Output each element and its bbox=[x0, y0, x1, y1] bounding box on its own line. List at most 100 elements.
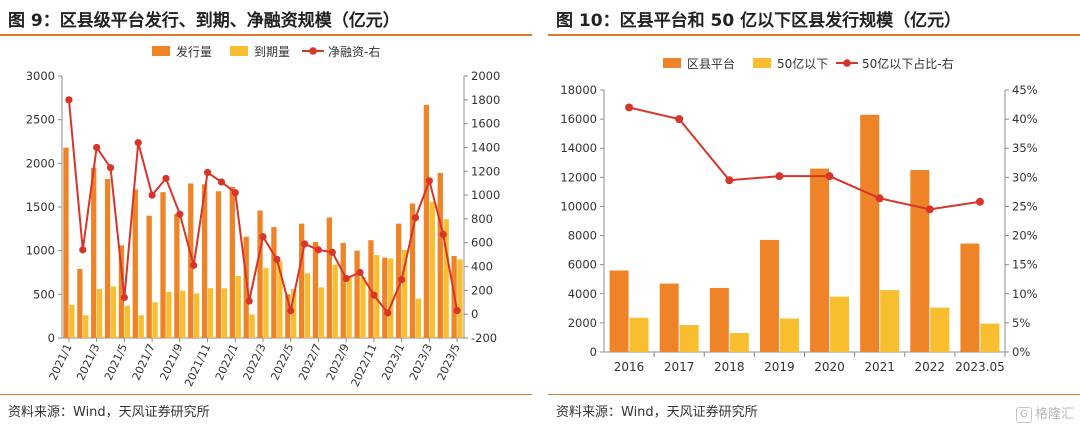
chart-svg: 0 500 1000 1500 2000 2500 3000 -200 0 200 400 600 80… bbox=[26, 44, 501, 389]
left-tick-label: 2500 bbox=[26, 113, 55, 127]
legend-swatch bbox=[152, 46, 170, 56]
right-tick-label: 200 bbox=[471, 283, 493, 297]
right-tick-label: 15% bbox=[1012, 258, 1038, 272]
right-tick-label: 5% bbox=[1012, 316, 1030, 330]
x-tick-label: 2022/3 bbox=[241, 342, 269, 383]
source-divider bbox=[548, 394, 1080, 395]
line-point bbox=[775, 172, 784, 181]
bar-issuance bbox=[298, 223, 305, 338]
legend-label: 区县平台 bbox=[687, 56, 735, 71]
x-tick-label: 2022/9 bbox=[324, 342, 352, 383]
right-tick-label: 0% bbox=[1012, 345, 1030, 359]
line-point bbox=[439, 230, 447, 238]
x-tick-label: 2021/11 bbox=[182, 342, 213, 389]
line-series bbox=[628, 106, 981, 211]
legend-label: 到期量 bbox=[254, 45, 290, 59]
line-point bbox=[190, 261, 198, 269]
line-point bbox=[134, 139, 142, 147]
bar-issuance bbox=[118, 245, 125, 338]
bar-secondary bbox=[318, 287, 325, 338]
bar-secondary bbox=[138, 315, 144, 338]
line-point bbox=[93, 143, 101, 152]
line-point bbox=[106, 164, 115, 172]
bar-issuance bbox=[437, 172, 443, 338]
left-tick-label: 10000 bbox=[560, 199, 597, 213]
bar-issuance bbox=[285, 294, 291, 338]
x-tick-label: 2021/3 bbox=[74, 342, 102, 383]
x-tick-label: 2017 bbox=[664, 360, 695, 374]
line-point bbox=[162, 174, 170, 183]
x-tick-label: 2021/1 bbox=[47, 342, 75, 383]
bar-secondary bbox=[629, 317, 649, 352]
line-point bbox=[875, 194, 884, 203]
bar-issuance bbox=[810, 168, 830, 352]
x-tick-label: 2022/7 bbox=[296, 342, 324, 383]
chart-panel-left: 图 9：区县级平台发行、到期、净融资规模（亿元） 0 500 1000 1500 200… bbox=[0, 0, 532, 429]
right-tick-label: 35% bbox=[1012, 141, 1038, 155]
x-tick-label: 2023/5 bbox=[435, 342, 463, 383]
right-tick-label: 0 bbox=[471, 307, 478, 321]
line-point bbox=[675, 115, 684, 124]
bar-issuance bbox=[609, 270, 629, 352]
legend-swatch bbox=[663, 58, 681, 68]
legend-label: 净融资-右 bbox=[328, 44, 380, 59]
bar-issuance bbox=[709, 287, 729, 352]
bar-issuance bbox=[257, 210, 263, 338]
bar-secondary bbox=[332, 264, 338, 338]
bar-issuance bbox=[243, 236, 249, 338]
left-tick-label: 1000 bbox=[26, 244, 55, 258]
chart-svg: 0 2000 4000 6000 8000 10000 12000 14000 16000 180… bbox=[560, 56, 1038, 374]
left-tick-label: 14000 bbox=[560, 141, 597, 155]
line-point bbox=[120, 293, 128, 302]
right-tick-label: 45% bbox=[1012, 83, 1038, 97]
bar-secondary bbox=[277, 261, 283, 338]
line-point bbox=[259, 233, 267, 241]
chart-panel-right: 图 10：区县平台和 50 亿以下区县发行规模（亿元） 0 2000 4000 600… bbox=[548, 0, 1080, 429]
watermark-logo-icon: G bbox=[1015, 406, 1032, 423]
right-tick-label: 10% bbox=[1012, 287, 1038, 301]
x-tick-label: 2023/3 bbox=[407, 342, 435, 383]
bar-issuance bbox=[77, 269, 83, 338]
left-tick-label: 1500 bbox=[26, 200, 55, 214]
bar-issuance bbox=[188, 183, 194, 338]
left-tick-label: 4000 bbox=[568, 287, 597, 301]
left-tick-label: 0 bbox=[590, 345, 597, 359]
bar-issuance bbox=[312, 241, 319, 338]
line-point bbox=[217, 178, 226, 186]
left-tick-label: 2000 bbox=[26, 156, 55, 170]
bar-issuance bbox=[326, 217, 333, 338]
title-divider bbox=[0, 34, 532, 36]
x-tick-label: 2021/5 bbox=[102, 342, 130, 383]
source-divider bbox=[0, 394, 532, 395]
bar-issuance bbox=[960, 243, 980, 352]
left-tick-label: 6000 bbox=[568, 258, 597, 272]
legend-swatch-marker bbox=[309, 47, 317, 55]
x-tick-label: 2022/11 bbox=[349, 342, 380, 389]
bar-secondary bbox=[221, 288, 228, 338]
line-point bbox=[384, 309, 392, 317]
line-point bbox=[625, 103, 634, 112]
bar-secondary bbox=[360, 276, 366, 338]
bar-secondary bbox=[263, 268, 269, 338]
right-tick-label: 25% bbox=[1012, 199, 1038, 213]
x-tick-label: 2021/7 bbox=[130, 342, 158, 383]
bar-issuance bbox=[423, 104, 430, 338]
bar-secondary bbox=[180, 290, 186, 338]
bar-secondary bbox=[880, 290, 900, 352]
line-point bbox=[273, 255, 281, 263]
bar-issuance bbox=[160, 192, 166, 338]
legend-label: 发行量 bbox=[176, 44, 212, 59]
bar-issuance bbox=[63, 147, 69, 338]
right-tick-label: 30% bbox=[1012, 170, 1038, 184]
left-tick-label: 3000 bbox=[26, 69, 55, 83]
line-point bbox=[176, 210, 184, 218]
bar-issuance bbox=[860, 114, 880, 352]
right-tick-label: 1600 bbox=[471, 117, 500, 131]
bar-secondary bbox=[124, 305, 130, 338]
legend-label: 50亿以下 bbox=[777, 56, 828, 71]
bar-issuance bbox=[229, 186, 235, 338]
bar-issuance bbox=[271, 227, 277, 338]
bar-issuance bbox=[146, 215, 152, 338]
x-tick-label: 2019 bbox=[764, 360, 795, 374]
left-tick-label: 12000 bbox=[560, 170, 597, 184]
